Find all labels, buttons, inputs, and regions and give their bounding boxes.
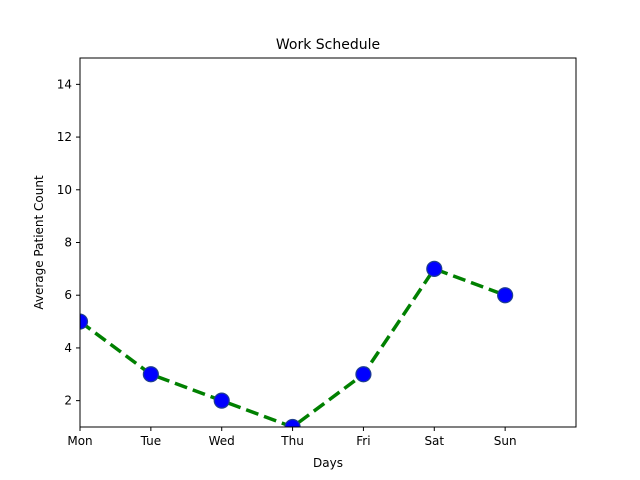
data-point bbox=[213, 392, 230, 409]
y-axis: 2 4 6 8 10 12 14 bbox=[57, 77, 80, 408]
data-point bbox=[284, 418, 301, 427]
y-tick-label: 14 bbox=[57, 77, 72, 91]
data-point bbox=[426, 260, 443, 277]
x-tick-label: Sun bbox=[494, 434, 517, 448]
y-tick-label: 4 bbox=[64, 341, 72, 355]
y-tick-label: 12 bbox=[57, 130, 72, 144]
y-tick-label: 8 bbox=[64, 236, 72, 250]
x-tick-label: Wed bbox=[209, 434, 235, 448]
x-tick-label: Fri bbox=[356, 434, 370, 448]
data-point bbox=[497, 287, 514, 304]
series-line bbox=[80, 266, 506, 427]
data-point bbox=[80, 313, 89, 330]
x-tick-label: Thu bbox=[280, 434, 304, 448]
y-tick-label: 6 bbox=[64, 288, 72, 302]
x-tick-label: Tue bbox=[140, 434, 162, 448]
y-tick-label: 2 bbox=[64, 394, 72, 408]
y-axis-label: Average Patient Count bbox=[32, 175, 46, 310]
x-tick-label: Sat bbox=[424, 434, 444, 448]
chart-title: Work Schedule bbox=[276, 37, 380, 53]
data-point bbox=[142, 366, 159, 383]
x-tick-label: Mon bbox=[67, 434, 92, 448]
x-axis: Mon Tue Wed Thu Fri Sat Sun bbox=[67, 427, 517, 448]
series-group bbox=[80, 260, 514, 427]
data-point bbox=[355, 366, 372, 383]
plot-area bbox=[80, 260, 514, 427]
y-tick-label: 10 bbox=[57, 183, 72, 197]
x-axis-label: Days bbox=[313, 456, 343, 470]
